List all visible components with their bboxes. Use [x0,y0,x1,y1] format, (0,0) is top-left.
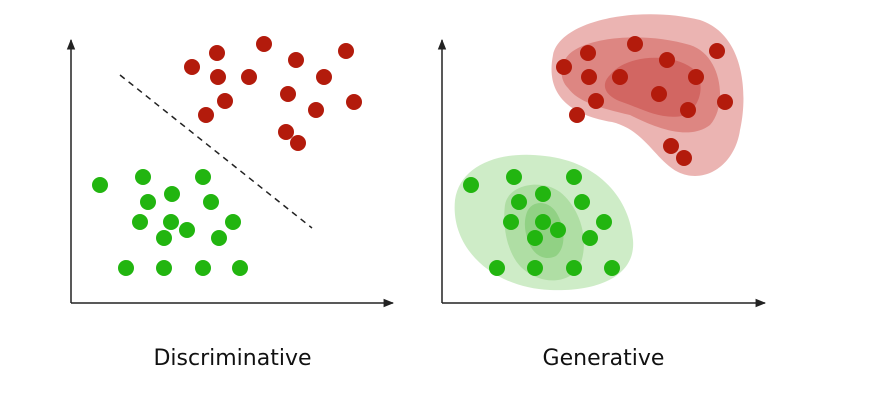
left-green-point-8 [163,214,179,230]
left-red-point-13 [346,94,362,110]
right-green-point-5 [535,186,551,202]
left-green-point-11 [225,214,241,230]
left-red-point-4 [217,93,233,109]
left-green-point-12 [211,230,227,246]
right-red-point-3 [581,69,597,85]
right-red-point-13 [717,94,733,110]
left-green-point-1 [92,177,108,193]
left-red-point-10 [316,69,332,85]
left-red-point-15 [290,135,306,151]
right-green-point-16 [604,260,620,276]
right-red-point-7 [627,36,643,52]
right-red-point-11 [680,102,696,118]
left-red-point-12 [338,43,354,59]
right-red-point-4 [588,93,604,109]
left-red-point-6 [241,69,257,85]
left-red-point-5 [198,107,214,123]
right-green-point-10 [527,230,543,246]
left-green-point-4 [140,194,156,210]
left-red-point-8 [288,52,304,68]
left-green-point-13 [118,260,134,276]
left-red-points [184,36,362,151]
right-red-point-15 [676,150,692,166]
right-red-point-8 [659,52,675,68]
left-red-point-2 [209,45,225,61]
left-red-point-11 [308,102,324,118]
right-green-point-9 [550,222,566,238]
left-green-point-6 [203,194,219,210]
right-red-point-2 [580,45,596,61]
left-red-point-9 [280,86,296,102]
left-green-point-2 [135,169,151,185]
right-green-point-14 [527,260,543,276]
right-green-point-1 [463,177,479,193]
right-green-points [463,169,620,276]
left-red-point-14 [278,124,294,140]
right-green-point-11 [596,214,612,230]
right-green-point-3 [566,169,582,185]
right-red-point-5 [569,107,585,123]
left-green-point-14 [156,260,172,276]
right-green-point-7 [503,214,519,230]
left-green-point-10 [156,230,172,246]
left-green-points [92,169,248,276]
right-red-point-12 [709,43,725,59]
right-green-point-4 [511,194,527,210]
generative-panel [437,14,767,308]
generative-caption: Generative [542,346,665,371]
right-red-point-9 [651,86,667,102]
right-red-points [556,36,733,166]
right-green-point-15 [566,260,582,276]
right-green-point-6 [574,194,590,210]
red-density-inner [604,57,701,117]
right-red-point-6 [612,69,628,85]
right-green-point-8 [535,214,551,230]
decision-boundary [119,74,313,229]
left-green-point-7 [132,214,148,230]
left-green-point-3 [195,169,211,185]
left-green-point-5 [164,186,180,202]
discriminative-caption: Discriminative [153,346,312,371]
left-red-point-3 [210,69,226,85]
right-red-point-1 [556,59,572,75]
right-red-point-14 [663,138,679,154]
left-red-point-7 [256,36,272,52]
discriminative-panel [66,36,395,308]
left-green-point-16 [232,260,248,276]
left-red-point-1 [184,59,200,75]
left-green-point-9 [179,222,195,238]
left-green-point-15 [195,260,211,276]
right-green-point-2 [506,169,522,185]
right-green-point-12 [582,230,598,246]
right-green-point-13 [489,260,505,276]
right-red-point-10 [688,69,704,85]
